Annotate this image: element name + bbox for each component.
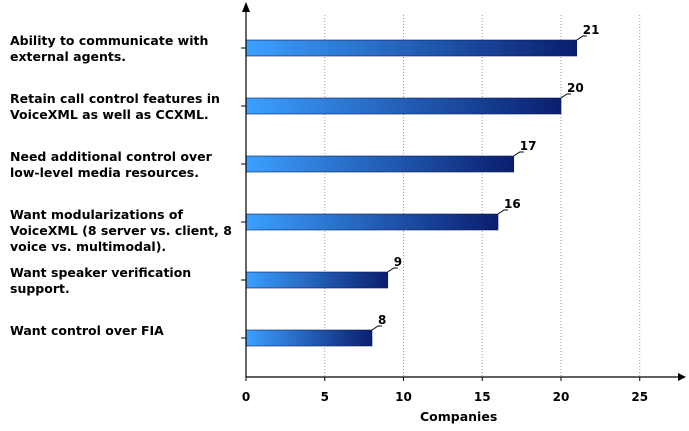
data-label-leader [513,151,524,157]
data-label: 20 [567,81,584,95]
data-label: 17 [520,139,537,153]
gridlines [324,15,641,377]
x-tick-label: 20 [553,390,570,404]
category-label: Want modularizations of VoiceXML (8 serv… [10,207,232,254]
data-label: 21 [583,23,600,37]
axes [241,2,686,381]
bar [245,97,562,115]
data-label-leader [576,35,587,41]
data-label-leader [371,325,382,331]
bars: 21 20 17 16 9 8 [245,23,600,347]
data-label-leader [560,93,571,99]
data-label-leader [387,267,398,273]
x-tick-label: 25 [631,390,648,404]
category-label: Want control over FIA [10,323,164,338]
x-tick-label: 5 [321,390,329,404]
x-axis-title: Companies [420,409,497,424]
data-label: 9 [394,255,402,269]
category-label: Need additional control over low-level m… [10,149,212,180]
category-label: Ability to communicate with external age… [10,33,209,64]
data-label: 8 [378,313,386,327]
bar [245,329,373,347]
x-tick-label: 15 [474,390,491,404]
x-tick-label: 10 [395,390,412,404]
category-label: Want speaker verification support. [10,265,192,296]
data-label: 16 [504,197,521,211]
y-axis-arrow [242,2,250,12]
bar [245,213,499,231]
bar [245,271,389,289]
x-ticks: 0 5 10 15 20 25 [242,377,648,404]
bar [245,155,515,173]
x-tick-label: 0 [242,390,250,404]
category-label: Retain call control features in VoiceXML… [10,91,220,122]
bar [245,39,578,57]
x-axis-arrow [678,373,686,381]
data-label-leader [497,209,508,215]
